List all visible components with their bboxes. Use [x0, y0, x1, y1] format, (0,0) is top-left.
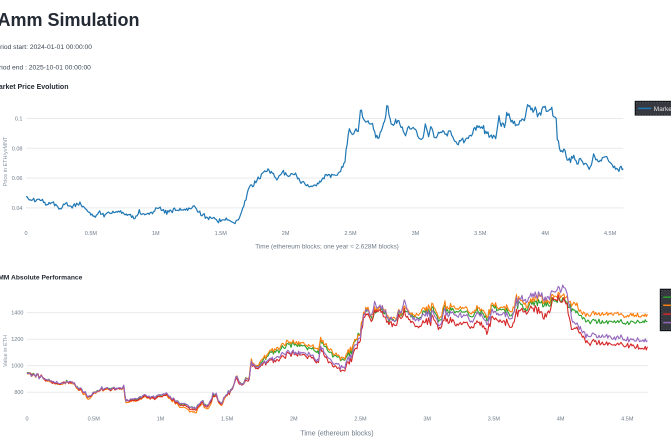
svg-text:1M: 1M	[152, 231, 160, 237]
svg-text:1200: 1200	[11, 337, 23, 343]
svg-text:period start: 2024-01-01 00:00: period start: 2024-01-01 00:00:00	[0, 44, 92, 51]
svg-text:AMM Absolute Performance: AMM Absolute Performance	[0, 275, 83, 282]
svg-text:1.5M: 1.5M	[215, 231, 228, 237]
svg-text:0: 0	[25, 417, 28, 423]
svg-text:0.08: 0.08	[12, 146, 23, 152]
svg-text:2.5M: 2.5M	[344, 231, 357, 237]
svg-text:Time (ethereum blocks; one yea: Time (ethereum blocks; one year ≈ 2.628M…	[255, 243, 399, 250]
svg-text:0.1: 0.1	[15, 117, 23, 123]
svg-text:3M: 3M	[412, 231, 420, 237]
svg-text:0.04: 0.04	[12, 206, 23, 212]
svg-text:1.5M: 1.5M	[221, 417, 234, 423]
svg-text:0.5M: 0.5M	[88, 417, 101, 423]
svg-text:Amm Simulation: Amm Simulation	[0, 10, 140, 30]
svg-text:4M: 4M	[541, 231, 549, 237]
svg-text:1M: 1M	[157, 417, 165, 423]
svg-text:1400: 1400	[11, 311, 23, 317]
svg-text:0.06: 0.06	[12, 176, 23, 182]
svg-text:Value in ETH: Value in ETH	[3, 335, 9, 367]
svg-text:4M: 4M	[557, 417, 565, 423]
svg-text:3.5M: 3.5M	[488, 417, 501, 423]
svg-text:Time (ethereum blocks): Time (ethereum blocks)	[300, 431, 373, 438]
svg-text:period end : 2025-10-01 00:00:: period end : 2025-10-01 00:00:00	[0, 65, 91, 72]
svg-text:2.5M: 2.5M	[354, 417, 367, 423]
svg-text:Market Price: Market Price	[654, 106, 671, 113]
svg-text:2M: 2M	[290, 417, 298, 423]
svg-text:2M: 2M	[282, 231, 290, 237]
svg-text:3M: 3M	[423, 417, 431, 423]
svg-text:3.5M: 3.5M	[474, 231, 487, 237]
svg-text:0: 0	[24, 231, 27, 237]
svg-text:0.5M: 0.5M	[85, 231, 98, 237]
svg-text:Price in ETH/yvMNT: Price in ETH/yvMNT	[3, 136, 9, 186]
svg-text:800: 800	[14, 390, 23, 396]
svg-text:4.5M: 4.5M	[604, 231, 617, 237]
svg-text:1000: 1000	[11, 364, 23, 370]
svg-text:Market Price Evolution: Market Price Evolution	[0, 84, 68, 91]
svg-text:4.5M: 4.5M	[621, 417, 634, 423]
